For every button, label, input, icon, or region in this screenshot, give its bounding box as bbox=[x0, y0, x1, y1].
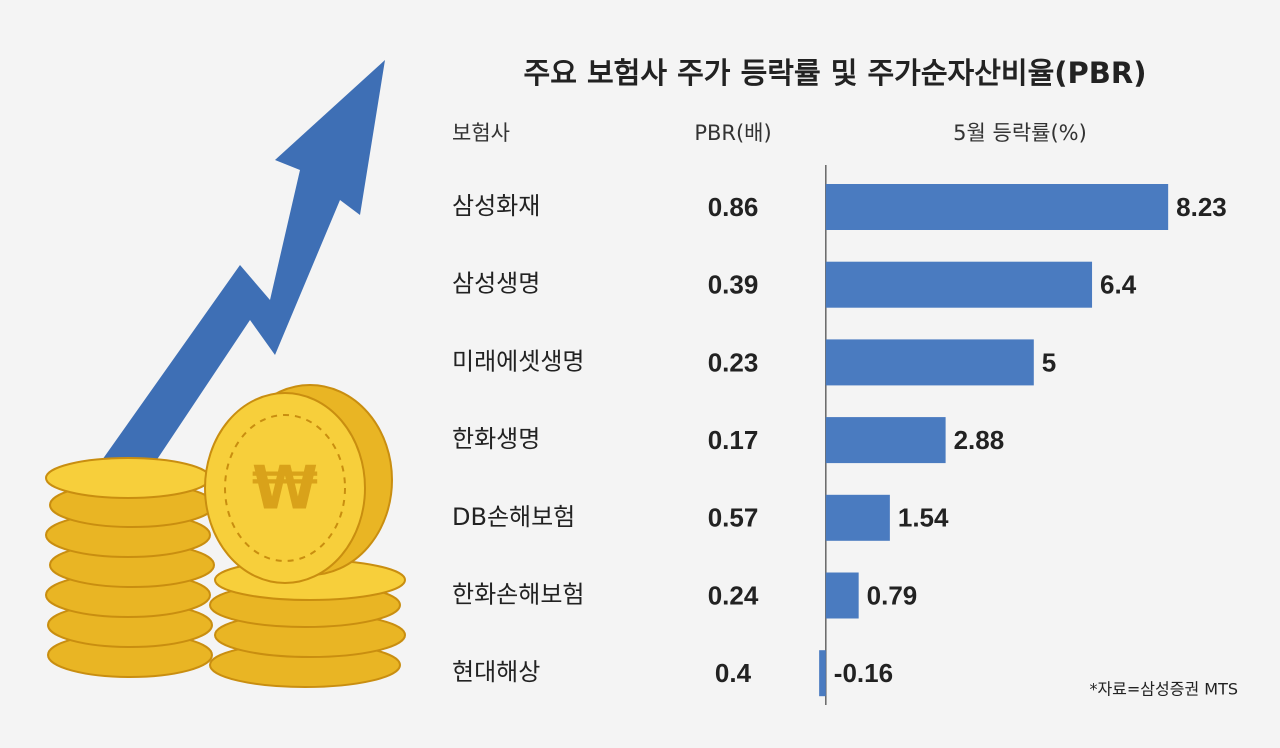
category-label: 한화손해보험 bbox=[452, 581, 584, 609]
column-header: 5월 등락률(%) bbox=[953, 121, 1087, 145]
category-label: 한화생명 bbox=[452, 425, 540, 453]
bar bbox=[819, 650, 826, 697]
bar bbox=[825, 184, 1169, 230]
illustration: ₩ bbox=[45, 60, 406, 688]
category-label: DB손해보험 bbox=[452, 503, 575, 531]
value-label: 8.23 bbox=[1176, 192, 1227, 222]
pbr-value: 0.17 bbox=[708, 425, 759, 455]
category-label: 현대해상 bbox=[452, 658, 540, 686]
pbr-value: 0.57 bbox=[708, 503, 759, 533]
pbr-value: 0.86 bbox=[708, 192, 759, 222]
bar bbox=[825, 494, 890, 541]
value-label: 5 bbox=[1042, 347, 1056, 377]
value-label: 2.88 bbox=[954, 425, 1005, 455]
column-header: PBR(배) bbox=[694, 121, 771, 145]
pbr-value: 0.39 bbox=[708, 270, 759, 300]
bar bbox=[825, 339, 1034, 386]
pbr-value: 0.24 bbox=[708, 580, 759, 610]
category-label: 삼성화재 bbox=[452, 192, 540, 220]
bar bbox=[825, 417, 946, 464]
value-label: 1.54 bbox=[898, 503, 949, 533]
bar bbox=[825, 261, 1093, 308]
bar bbox=[825, 572, 859, 619]
pbr-value: 0.4 bbox=[715, 658, 752, 688]
category-label: 삼성생명 bbox=[452, 270, 540, 298]
column-header: 보험사 bbox=[452, 121, 510, 145]
value-label: -0.16 bbox=[834, 658, 893, 688]
svg-text:₩: ₩ bbox=[252, 454, 318, 524]
value-label: 0.79 bbox=[867, 580, 918, 610]
chart-title: 주요 보험사 주가 등락률 및 주가순자산비율(PBR) bbox=[524, 56, 1147, 90]
pbr-value: 0.23 bbox=[708, 347, 759, 377]
source-note: *자료=삼성증권 MTS bbox=[1089, 680, 1238, 699]
category-label: 미래에셋생명 bbox=[452, 347, 584, 375]
value-label: 6.4 bbox=[1100, 270, 1137, 300]
